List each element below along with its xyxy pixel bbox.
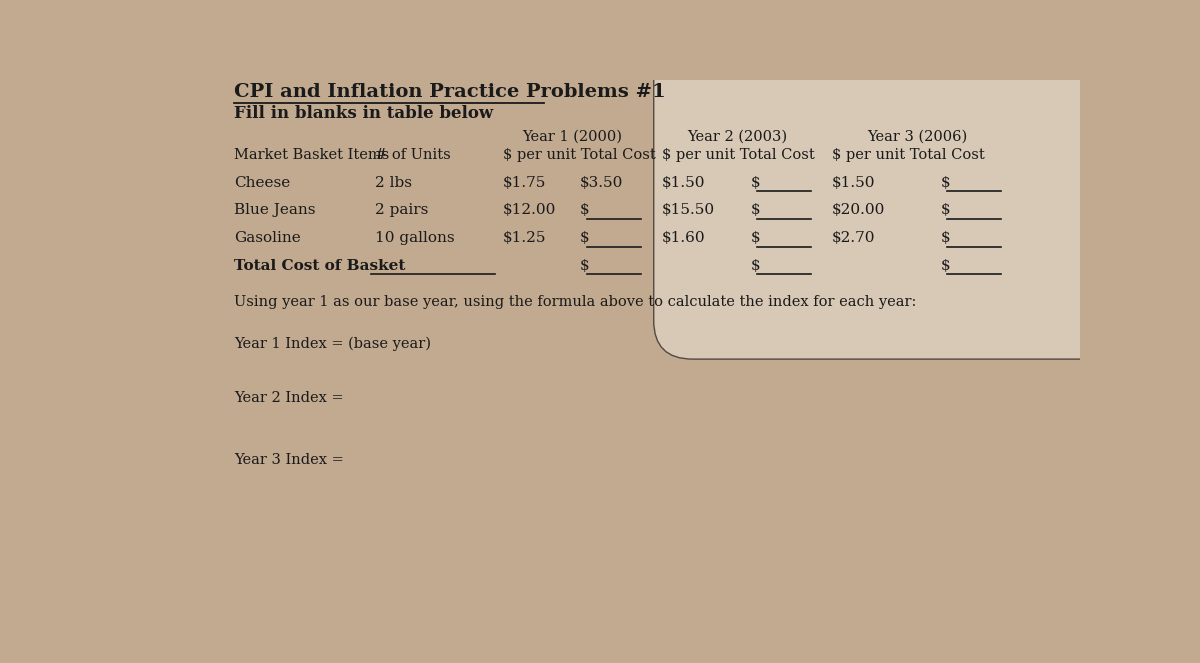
Text: $ per unit Total Cost: $ per unit Total Cost [832,148,985,162]
Text: $ per unit Total Cost: $ per unit Total Cost [661,148,815,162]
Text: Cheese: Cheese [234,176,290,190]
Text: $: $ [941,259,950,273]
Text: Year 2 (2003): Year 2 (2003) [686,129,787,143]
Text: CPI and Inflation Practice Problems #1: CPI and Inflation Practice Problems #1 [234,83,666,101]
Text: $3.50: $3.50 [580,176,624,190]
Text: $20.00: $20.00 [832,204,886,217]
Text: Gasoline: Gasoline [234,231,300,245]
Text: 2 lbs: 2 lbs [374,176,412,190]
Text: $: $ [580,231,589,245]
Text: # of Units: # of Units [374,148,450,162]
Text: 2 pairs: 2 pairs [374,204,428,217]
Text: $: $ [941,204,950,217]
Text: $: $ [941,231,950,245]
Text: Year 1 Index = (base year): Year 1 Index = (base year) [234,337,431,351]
Text: 10 gallons: 10 gallons [374,231,455,245]
Text: $: $ [751,176,761,190]
Text: $: $ [580,204,589,217]
FancyBboxPatch shape [654,36,1196,359]
Text: Year 1 (2000): Year 1 (2000) [522,129,623,143]
Text: $1.60: $1.60 [661,231,706,245]
Text: Total Cost of Basket: Total Cost of Basket [234,259,406,273]
Text: $1.75: $1.75 [503,176,546,190]
Text: $1.50: $1.50 [832,176,876,190]
Text: Fill in blanks in table below: Fill in blanks in table below [234,105,493,122]
Text: $15.50: $15.50 [661,204,715,217]
Text: Year 3 (2006): Year 3 (2006) [868,129,967,143]
Text: $1.50: $1.50 [661,176,706,190]
Text: $ per unit Total Cost: $ per unit Total Cost [503,148,655,162]
Text: $2.70: $2.70 [832,231,876,245]
Text: Market Basket Items: Market Basket Items [234,148,389,162]
Text: $: $ [751,259,761,273]
Text: $12.00: $12.00 [503,204,556,217]
Text: $: $ [580,259,589,273]
Text: $: $ [751,204,761,217]
Text: $: $ [941,176,950,190]
Text: $: $ [751,231,761,245]
Text: Year 3 Index =: Year 3 Index = [234,453,343,467]
Text: $1.25: $1.25 [503,231,546,245]
Text: Blue Jeans: Blue Jeans [234,204,316,217]
Text: Year 2 Index =: Year 2 Index = [234,391,343,405]
Text: Using year 1 as our base year, using the formula above to calculate the index fo: Using year 1 as our base year, using the… [234,295,916,309]
